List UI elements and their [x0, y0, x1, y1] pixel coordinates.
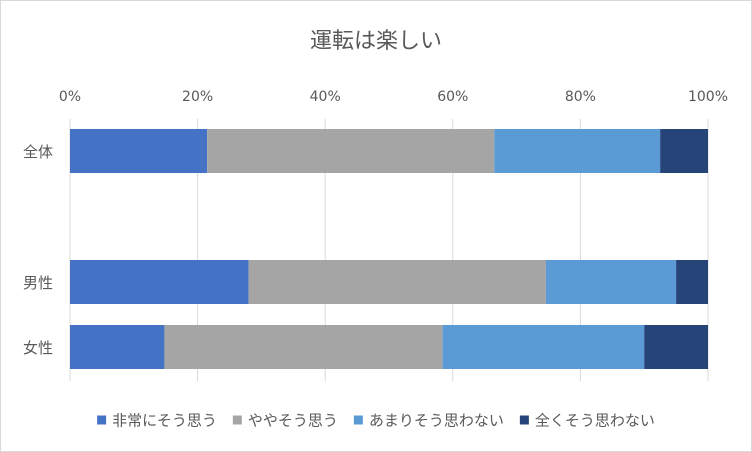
- category-label: 女性: [23, 339, 53, 357]
- bar-segment: [644, 325, 708, 369]
- x-tick-label: 100%: [688, 89, 728, 105]
- category-label: 男性: [23, 274, 53, 292]
- legend-label: ややそう思う: [248, 412, 338, 430]
- legend-label: 非常にそう思う: [112, 412, 217, 430]
- bar-segment: [164, 325, 443, 369]
- chart-title: 運転は楽しい: [310, 29, 442, 54]
- legend-item: あまりそう思わない: [353, 412, 504, 430]
- bar-segment: [70, 129, 208, 173]
- bars: [70, 129, 708, 369]
- category-label: 全体: [23, 143, 53, 161]
- legend-item: 全くそう思わない: [519, 412, 655, 430]
- legend-label: あまりそう思わない: [369, 412, 504, 430]
- legend-item: ややそう思う: [232, 412, 338, 430]
- bar-segment: [545, 260, 677, 304]
- x-tick-label: 20%: [182, 89, 213, 105]
- bar-segment: [494, 129, 661, 173]
- x-tick-label: 40%: [310, 89, 341, 105]
- bar-segment: [70, 260, 249, 304]
- legend-swatch: [519, 415, 529, 425]
- bar-segment: [207, 129, 495, 173]
- x-tick-label: 80%: [565, 89, 596, 105]
- x-tick-label: 60%: [437, 89, 468, 105]
- bar-segment: [442, 325, 645, 369]
- legend-swatch: [353, 415, 363, 425]
- legend-label: 全くそう思わない: [535, 412, 655, 430]
- legend-swatch: [97, 415, 107, 425]
- legend-item: 非常にそう思う: [97, 412, 217, 430]
- legend-swatch: [232, 415, 242, 425]
- bar-segment: [70, 325, 165, 369]
- bar-segment: [660, 129, 708, 173]
- x-axis-ticks: 0% 20% 40% 60% 80% 100%: [59, 89, 728, 105]
- legend: 非常にそう思う ややそう思う あまりそう思わない 全くそう思わない: [97, 412, 655, 430]
- x-tick-label: 0%: [59, 89, 81, 105]
- bar-segment: [676, 260, 708, 304]
- bar-segment: [248, 260, 546, 304]
